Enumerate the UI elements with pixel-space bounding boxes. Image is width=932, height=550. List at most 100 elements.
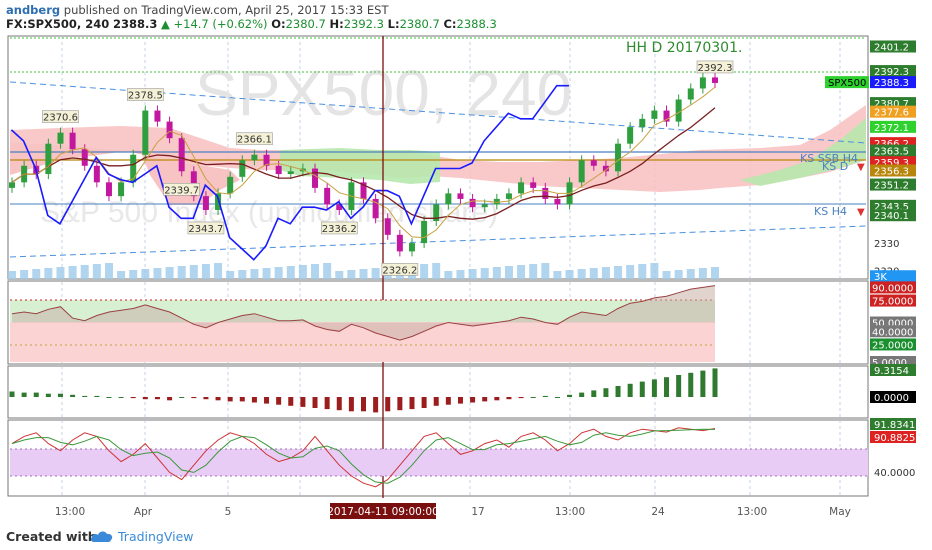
symbol-info-bar: FX:SPX500, 240 2388.3 ▲ +14.7 (+0.62%) O… [6,17,497,33]
candle-body [421,221,428,244]
candle-body [154,110,161,122]
peak-label-box [187,221,225,235]
volume-bar [420,264,429,279]
macd-bar [651,379,657,397]
volume-bar [432,263,441,279]
peak-label-text: 2378.5 [128,91,163,102]
price-label: 2356.3 [874,166,909,177]
candle-body [57,132,64,144]
volume-bar [177,266,186,279]
cursor-time-box [330,503,436,519]
time-label: 13:00 [555,506,585,518]
cloud-green-1 [280,148,440,184]
rsi-label: 50.0000 [872,319,913,330]
candle-body [505,193,512,199]
macd-tag [870,364,916,376]
rsi-upper-band [10,300,715,322]
ks-h4-arrow-icon: ▼ [857,207,865,218]
candle-body [336,204,343,210]
volume-bars [8,263,719,279]
tradingview-link[interactable]: TradingView [118,529,194,544]
macd-bar [167,397,173,401]
candlesticks [9,72,718,257]
macd-bar [9,391,15,397]
macd-bar [409,397,415,410]
macd-bar [57,393,63,397]
volume-bar [32,269,41,279]
ks-d-label: KS D [822,160,848,173]
macd-bar [433,397,439,406]
macd-bar [154,397,160,400]
macd-pane[interactable] [7,365,869,419]
volume-bar [650,263,659,279]
macd-bar [361,397,366,412]
publish-note: published on TradingView.com, April 25, … [63,3,389,17]
macd-bar [336,397,342,411]
candle-body [93,165,100,183]
price-axis[interactable]: 2401.22392.32388.32380.72377.62372.12366… [825,40,916,283]
volume-bar [553,271,562,279]
candle-body [712,77,718,83]
candle-body [81,149,88,166]
macd-bar [712,368,718,397]
price-label: 2343.5 [874,202,909,213]
price-label: 3K [874,272,887,283]
candle-body [408,243,415,252]
price-tag [870,164,916,177]
price-tag [870,270,916,283]
volume-bar [44,268,53,279]
volume-bar [517,265,526,279]
time-axis[interactable]: 13:00 Apr 5 17 13:00 24 13:00 May [55,506,851,518]
macd-axis[interactable]: 9.3154 0.0000 [870,364,916,404]
chart-area[interactable]: SPX500, 240 S&P 500 Index (unmodified sh… [0,0,932,525]
candle-body [396,234,403,252]
price-tag [870,209,916,222]
candle-body [518,182,525,194]
stoch-axis[interactable]: 91.8341 90.8825 40.0000 [870,418,916,479]
candle-body [251,154,258,161]
peak-label-text: 2370.6 [43,113,78,124]
low-label: L: [387,17,400,31]
ks-ssb-h4-label: KS SSB H4 [800,152,858,165]
rsi-label: 25.0000 [872,340,913,351]
rsi-label: 90.0000 [872,283,913,294]
peak-label-text: 2339.7 [164,185,199,196]
volume-bar [541,263,550,279]
time-label: 13:00 [55,506,85,518]
macd-bar [106,397,112,398]
macd-bar [264,397,270,404]
cursor-time-label: 2017-04-11 09:00:00 [327,506,439,518]
volume-bar [8,271,16,279]
volume-bar [226,271,235,279]
ks-d-arrow-icon: ▼ [857,162,865,173]
macd-bar [251,397,257,403]
macd-bar [385,397,391,412]
price-label: 2330 [874,239,899,250]
price-label: 2380.7 [874,99,909,110]
rsi-lower-band [10,322,715,362]
peak-label-box [381,263,419,276]
volume-bar [323,263,332,279]
candle-body [675,99,682,122]
candle-body [433,204,440,222]
volume-bar [347,270,356,279]
macd-bar [21,392,27,397]
cloud-green-2 [740,118,866,186]
candle-body [69,132,76,150]
symbol-tag [825,76,869,89]
macd-bar [676,375,682,397]
macd-bar [397,397,403,411]
rsi-line [11,285,716,341]
author-name[interactable]: andberg [6,3,61,17]
rsi-label: 75.0000 [872,297,913,308]
macd-label: 9.3154 [874,366,909,377]
price-label: 2351.2 [874,181,909,192]
volume-bar [189,265,198,279]
volume-bar [286,266,295,279]
time-label: Apr [134,506,153,518]
price-label: 2392.3 [874,67,909,78]
rsi-area [12,285,715,341]
created-with-label: Created with [6,529,97,544]
volume-bar [117,271,126,279]
